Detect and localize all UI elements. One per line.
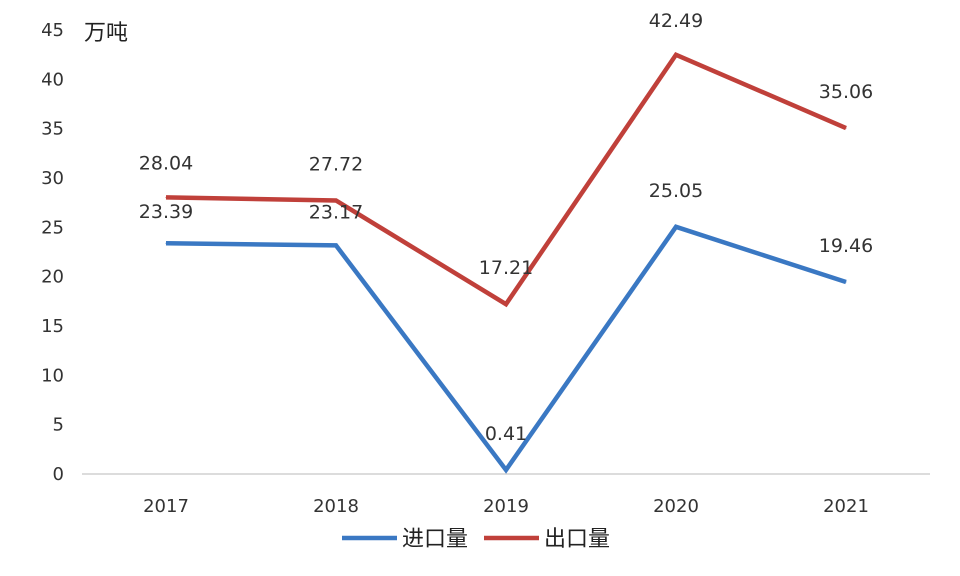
data-label: 0.41: [485, 423, 527, 445]
y-tick-label: 10: [41, 365, 64, 386]
y-axis-unit-label: 万吨: [84, 21, 128, 46]
y-tick-label: 40: [41, 69, 64, 90]
y-tick-label: 45: [41, 20, 64, 41]
data-point: [335, 199, 337, 201]
data-point: [165, 242, 167, 244]
data-label: 25.05: [649, 180, 703, 202]
data-point: [675, 54, 677, 56]
data-point: [675, 226, 677, 228]
y-tick-label: 30: [41, 168, 64, 189]
y-tick-label: 20: [41, 267, 64, 288]
data-label-layer: 23.39 23.17 0.41 25.05 19.46 28.04 27.72 17.21 4…: [139, 10, 873, 445]
data-point: [335, 244, 337, 246]
data-point: [845, 281, 847, 283]
legend-label: 进口量: [402, 527, 468, 552]
series-layer: [165, 51, 847, 474]
axis-layer: 0 5 10 15 20 25 30 35 40 45 2017 2018 2019 2020 2021: [41, 20, 930, 517]
y-tick-label: 25: [41, 217, 64, 238]
data-label: 42.49: [649, 10, 703, 32]
x-tick-label: 2021: [823, 496, 869, 517]
data-label: 17.21: [479, 257, 533, 279]
data-point: [845, 127, 847, 129]
data-point: [165, 196, 167, 198]
x-tick-label: 2020: [653, 496, 699, 517]
legend: 进口量 出口量: [342, 527, 610, 552]
data-label: 23.17: [309, 201, 363, 223]
data-label: 28.04: [139, 152, 193, 174]
y-tick-label: 5: [53, 415, 64, 436]
y-tick-label: 35: [41, 119, 64, 140]
data-label: 23.39: [139, 201, 193, 223]
x-tick-label: 2019: [483, 496, 529, 517]
data-point: [505, 303, 507, 305]
legend-label: 出口量: [544, 527, 610, 552]
data-label: 19.46: [819, 235, 873, 257]
data-label: 35.06: [819, 81, 873, 103]
data-point: [505, 469, 507, 471]
x-tick-label: 2018: [313, 496, 359, 517]
y-tick-label: 15: [41, 316, 64, 337]
y-tick-label: 0: [53, 464, 64, 485]
x-tick-label: 2017: [143, 496, 189, 517]
data-label: 27.72: [309, 153, 363, 175]
